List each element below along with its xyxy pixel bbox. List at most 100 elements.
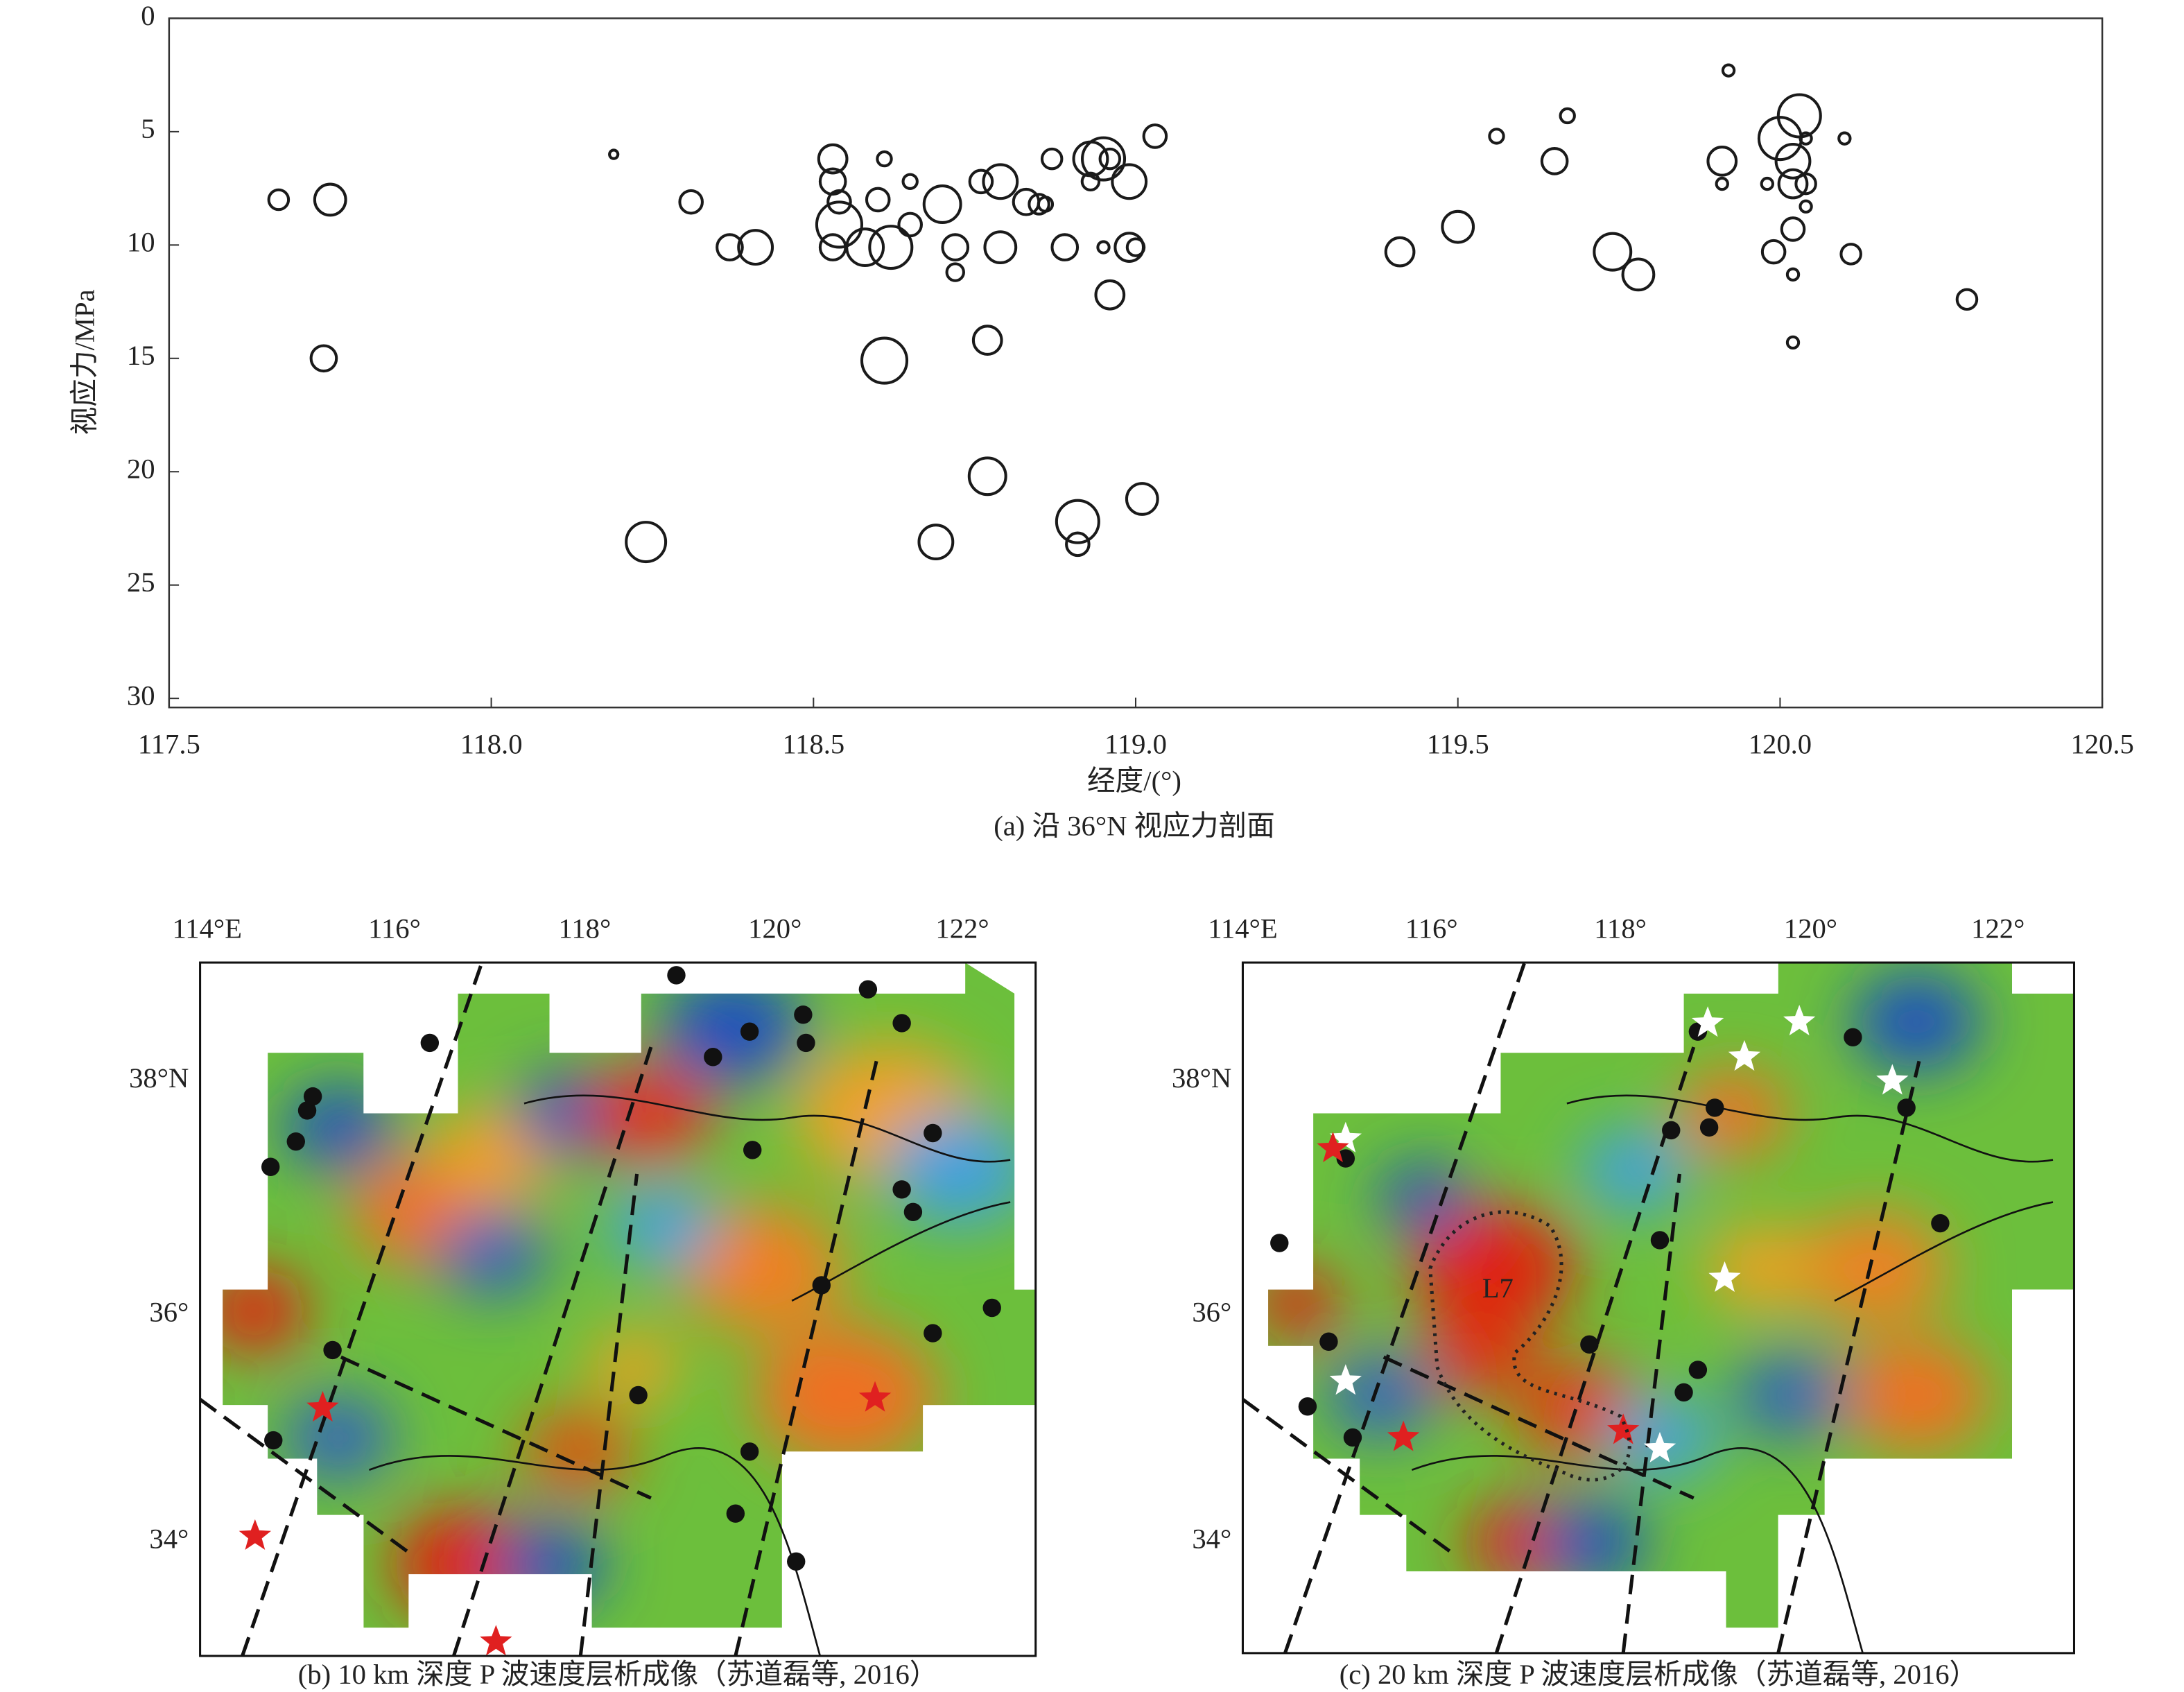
fault <box>1383 1355 1695 1500</box>
anomaly <box>283 1085 393 1170</box>
earthquake <box>892 1180 911 1199</box>
point <box>1721 63 1736 78</box>
lat-label: 36° <box>1192 1296 1231 1327</box>
point <box>1780 216 1806 242</box>
point <box>1125 482 1159 516</box>
anomaly <box>754 1324 937 1466</box>
anomaly <box>223 1268 309 1354</box>
anomalies <box>1268 972 1990 1586</box>
point <box>917 524 955 560</box>
anomaly-outline <box>1428 1210 1631 1482</box>
point <box>1760 239 1787 265</box>
lon-label: 116° <box>1405 913 1458 944</box>
anomaly <box>1734 1353 1845 1438</box>
earthquake <box>629 1385 648 1405</box>
earthquake <box>1699 1118 1719 1137</box>
point <box>625 521 668 564</box>
tomography-base <box>1268 962 2074 1628</box>
point <box>876 150 893 168</box>
earthquake <box>1897 1098 1916 1117</box>
earthquake <box>323 1340 342 1360</box>
x-tick-label: 117.5 <box>138 728 200 759</box>
earthquake <box>982 1298 1001 1318</box>
fault <box>1494 1046 1696 1654</box>
point <box>1593 232 1633 272</box>
point <box>1012 187 1041 216</box>
anomaly <box>584 1064 713 1163</box>
map-panel: 114°E 116° 118° 120° 122° 38°N 36° 34° (b) 10 km… <box>129 913 1037 1690</box>
point <box>983 230 1018 264</box>
epicenter-star <box>1329 1121 1362 1153</box>
point <box>901 173 919 190</box>
earthquake <box>740 1022 759 1041</box>
anomaly <box>1843 1338 1990 1452</box>
earthquake <box>787 1552 806 1571</box>
point <box>1028 193 1050 216</box>
tomography <box>1268 962 2074 1628</box>
lon-label: 120° <box>1784 913 1837 944</box>
earthquake <box>1343 1428 1362 1447</box>
y-axis-label: 视应力/MPa <box>69 289 100 435</box>
point <box>1384 236 1416 268</box>
earthquake <box>261 1157 280 1176</box>
point <box>1799 131 1813 146</box>
x-tick-label: 119.5 <box>1427 728 1489 759</box>
lat-label: 36° <box>149 1296 189 1327</box>
fault <box>340 1355 652 1500</box>
point <box>1113 232 1145 263</box>
point <box>865 187 891 213</box>
point <box>313 182 347 217</box>
anomaly <box>1377 1162 1469 1234</box>
map-panel: 114°E 116° 118° 120° 122° 38°N 36° 34° (c) 20 km… <box>1172 913 2076 1690</box>
anomaly <box>1607 1395 1718 1480</box>
epicenter-star <box>1387 1420 1420 1451</box>
point <box>1715 176 1729 191</box>
epicenter-star <box>480 1625 512 1656</box>
earthquake <box>297 1101 317 1120</box>
point <box>1125 237 1146 257</box>
fault <box>1283 962 1527 1654</box>
anomaly-label: L7 <box>1482 1272 1514 1304</box>
fault <box>199 1398 413 1556</box>
epicenter-star <box>1728 1039 1761 1071</box>
epicenter-star <box>1643 1431 1676 1462</box>
lon-label: 118° <box>1594 913 1647 944</box>
epicenter-star <box>1317 1131 1349 1163</box>
earthquake <box>743 1141 762 1159</box>
anomaly <box>659 972 806 1085</box>
point <box>1774 142 1812 180</box>
lat-label: 34° <box>1192 1523 1231 1555</box>
anomaly <box>1678 1071 1788 1156</box>
caption: (a) 沿 36°N 视应力剖面 <box>994 810 1275 841</box>
epicenter-star <box>239 1519 272 1550</box>
y-tick-label: 25 <box>127 567 155 598</box>
epicenter-star <box>1708 1261 1741 1293</box>
map-frame <box>1241 961 2076 1655</box>
point <box>1799 199 1813 214</box>
x-tick-label: 119.0 <box>1104 728 1167 759</box>
earthquake <box>1844 1028 1862 1046</box>
point <box>1142 123 1168 149</box>
earthquake <box>1319 1332 1338 1351</box>
earthquake <box>924 1324 942 1343</box>
point <box>1839 243 1862 266</box>
x-axis-label: 经度/(°) <box>1087 765 1181 796</box>
anomaly <box>1852 972 1981 1071</box>
point <box>1760 176 1774 191</box>
point <box>1794 172 1817 196</box>
earthquake <box>704 1048 722 1067</box>
lon-label: 122° <box>1971 913 2025 944</box>
fault <box>1621 1173 1681 1654</box>
anomaly <box>1424 1311 1535 1395</box>
point <box>815 200 864 249</box>
point <box>941 233 970 261</box>
fault <box>241 962 484 1657</box>
y-tick-label: 30 <box>127 680 155 711</box>
earthquake <box>1662 1121 1681 1140</box>
earthquake <box>1298 1397 1317 1416</box>
map-caption: (b) 10 km 深度 P 波速度层析成像（苏道磊等, 2016） <box>298 1659 938 1690</box>
epicenter-star <box>858 1381 892 1412</box>
map-caption: (c) 20 km 深度 P 波速度层析成像（苏道磊等, 2016） <box>1340 1659 1977 1690</box>
earthquake <box>858 980 878 999</box>
